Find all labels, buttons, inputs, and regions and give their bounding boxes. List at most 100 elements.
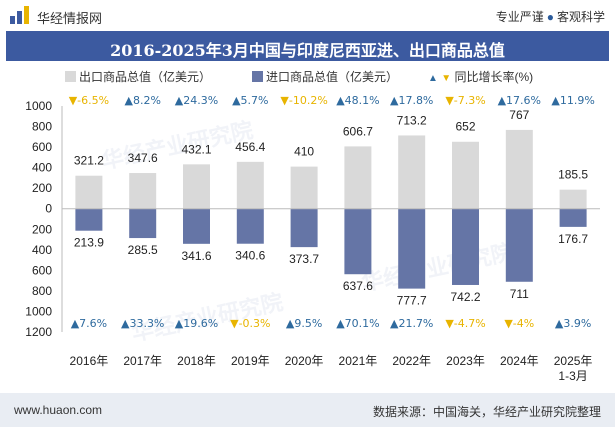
export-growth-label: ▲11.9% [551, 94, 594, 107]
export-bar [559, 189, 587, 209]
import-growth-label: ▼-4% [504, 317, 534, 330]
export-bar [344, 146, 372, 209]
export-growth-label: ▲17.6% [498, 94, 541, 107]
import-bar [344, 208, 372, 275]
export-value-label: 410 [294, 145, 314, 159]
y-tick-label: 400 [32, 161, 52, 175]
export-bar [236, 161, 264, 209]
import-growth-label: ▲9.5% [286, 317, 322, 330]
legend-growth-label: 同比增长率(%) [454, 70, 534, 84]
x-tick-label: 2019年 [231, 354, 270, 368]
export-bar [290, 166, 318, 209]
export-growth-label: ▼-6.5% [69, 94, 109, 107]
import-bar [129, 208, 157, 239]
footer: www.huaon.com 数据来源：中国海关，华经产业研究院整理 [0, 393, 615, 427]
import-growth-label: ▼-0.3% [230, 317, 270, 330]
export-value-label: 432.1 [181, 142, 211, 156]
slogan-left: 专业严谨 [495, 10, 544, 24]
import-growth-label: ▲70.1% [336, 317, 379, 330]
y-tick-label: 200 [32, 181, 52, 195]
export-growth-label: ▲17.8% [390, 94, 433, 107]
export-growth-label: ▲24.3% [175, 94, 218, 107]
data-source: 数据来源：中国海关，华经产业研究院整理 [372, 405, 601, 419]
site-url: www.huaon.com [14, 403, 103, 417]
export-value-label: 347.6 [128, 151, 158, 165]
y-tick-label: 1000 [25, 99, 52, 113]
import-growth-label: ▲7.6% [71, 317, 107, 330]
import-value-label: 176.7 [558, 232, 588, 246]
export-bar [183, 164, 210, 209]
import-bar [236, 208, 264, 244]
slogan-separator: ● [546, 10, 554, 24]
legend-export-label: 出口商品总值（亿美元） [79, 70, 212, 84]
import-value-label: 742.2 [450, 290, 480, 304]
export-bar [505, 129, 533, 209]
export-bar [75, 175, 103, 209]
logo-icon [10, 6, 29, 24]
import-bar [290, 208, 318, 248]
up-triangle-icon: ▲ [428, 73, 438, 84]
legend-export: 出口商品总值（亿美元） [65, 68, 211, 85]
export-value-label: 767 [509, 108, 529, 122]
export-growth-label: ▲48.1% [336, 94, 379, 107]
legend-import-label: 进口商品总值（亿美元） [266, 70, 399, 84]
import-value-label: 340.6 [235, 249, 265, 263]
x-tick-label: 2021年 [339, 354, 378, 368]
y-tick-label: 600 [32, 263, 52, 277]
import-bar [398, 208, 426, 289]
export-growth-label: ▲5.7% [232, 94, 268, 107]
import-value-label: 373.7 [289, 252, 319, 266]
export-growth-label: ▲8.2% [124, 94, 160, 107]
y-tick-label: 600 [32, 140, 52, 154]
y-tick-label: 200 [32, 222, 52, 236]
export-bar [452, 141, 479, 209]
import-value-label: 341.6 [181, 249, 211, 263]
import-bar [452, 208, 479, 285]
import-value-label: 777.7 [397, 294, 427, 308]
y-tick-label: 800 [32, 284, 52, 298]
export-value-label: 321.2 [74, 154, 104, 168]
x-tick-label: 2018年 [177, 354, 216, 368]
brand-name: 华经情报网 [37, 11, 103, 26]
legend-import: 进口商品总值（亿美元） [252, 68, 398, 85]
x-tick-label: 2025年 [554, 354, 593, 368]
export-growth-label: ▼-10.2% [280, 94, 327, 107]
chart-title: 2016-2025年3月中国与印度尼西亚进、出口商品总值 [110, 41, 505, 60]
import-bar [559, 208, 587, 227]
export-value-label: 713.2 [397, 113, 427, 127]
x-tick-label: 2024年 [500, 354, 539, 368]
import-value-label: 213.9 [74, 236, 104, 250]
slogan: 专业严谨 ● 客观科学 [496, 8, 605, 25]
import-growth-label: ▲19.6% [175, 317, 218, 330]
export-bar [129, 173, 157, 209]
x-tick-label: 2016年 [70, 354, 109, 368]
chart-area: 1000 800 600 400 200 0 200 400 600 800 1000 1200 321… [25, 94, 600, 383]
export-value-label: 456.4 [235, 140, 265, 154]
import-growth-label: ▲33.3% [121, 317, 164, 330]
y-tick-label: 0 [45, 202, 52, 216]
x-tick-label: 2023年 [446, 354, 485, 368]
import-growth-label: ▼-4.7% [445, 317, 485, 330]
import-bar [505, 208, 533, 282]
import-value-label: 711 [510, 287, 529, 301]
down-triangle-icon: ▼ [441, 73, 452, 84]
y-tick-label: 800 [32, 120, 52, 134]
export-value-label: 652 [455, 120, 475, 134]
y-tick-label: 1200 [25, 325, 52, 339]
title-bar: 2016-2025年3月中国与印度尼西亚进、出口商品总值 [6, 31, 609, 61]
x-tick-label: 2022年 [392, 354, 431, 368]
y-tick-label: 400 [32, 243, 52, 257]
export-bar [398, 135, 426, 209]
export-value-label: 185.5 [558, 168, 588, 182]
import-growth-label: ▲21.7% [390, 317, 433, 330]
import-growth-label: ▲3.9% [555, 317, 591, 330]
import-value-label: 637.6 [343, 279, 373, 293]
legend-import-swatch [252, 71, 263, 82]
x-tick-label: 2017年 [123, 354, 162, 368]
export-value-label: 606.7 [343, 124, 373, 138]
y-tick-label: 1000 [25, 304, 52, 318]
import-value-label: 285.5 [128, 243, 158, 257]
export-growth-label: ▼-7.3% [445, 94, 485, 107]
x-tick-label: 1-3月 [558, 369, 587, 383]
legend-export-swatch [65, 71, 76, 82]
